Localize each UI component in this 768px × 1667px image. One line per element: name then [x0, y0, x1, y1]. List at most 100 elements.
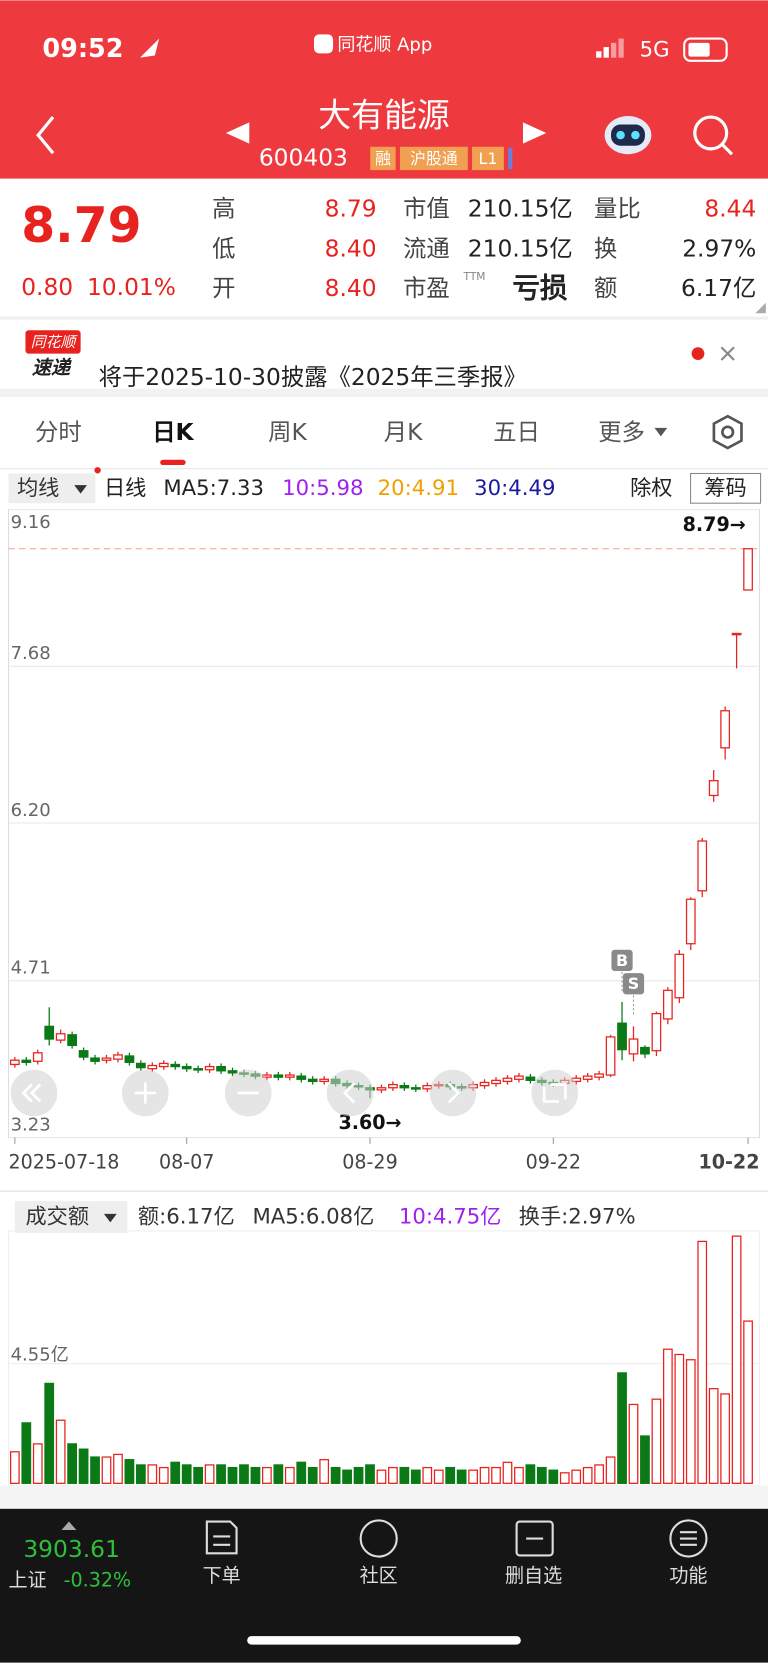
y-tick-label: 9.16 [11, 512, 51, 533]
settings-dot [721, 425, 735, 439]
volume-bar [582, 1466, 593, 1484]
tab-active[interactable]: 日K [152, 418, 194, 446]
control-icon [21, 1083, 42, 1103]
nav-label[interactable]: 功能 [669, 1564, 707, 1587]
status-time: 09:52 [42, 34, 123, 64]
candle-body [514, 1075, 524, 1080]
candle-body [582, 1075, 593, 1080]
volume-bar [376, 1469, 387, 1484]
volume-bar [353, 1466, 364, 1484]
candle-body [319, 1078, 330, 1083]
menu-icon[interactable] [669, 1519, 708, 1558]
chart-control[interactable] [10, 1069, 58, 1117]
stat-label: 额 [594, 274, 617, 302]
candle-body [708, 780, 719, 797]
nav-label[interactable]: 社区 [360, 1564, 398, 1587]
stock-name: 大有能源 [318, 95, 450, 134]
chart-control[interactable] [429, 1069, 477, 1117]
stat-value: 6.17亿 [681, 274, 756, 302]
chips[interactable]: 筹码 [704, 476, 746, 501]
brand-badge [25, 330, 81, 354]
volume-bar [445, 1466, 456, 1484]
volume-bar [697, 1240, 708, 1484]
chart-control[interactable] [531, 1069, 579, 1117]
y-tick-label: 4.71 [11, 958, 51, 979]
tab[interactable]: 分时 [35, 418, 82, 446]
prev-stock[interactable] [225, 122, 250, 144]
menu-lines [679, 1531, 697, 1546]
unread-dot [691, 347, 705, 360]
candle-body [605, 1036, 616, 1076]
volume-bar [284, 1466, 295, 1484]
volume-bar [491, 1466, 501, 1484]
order-icon[interactable] [205, 1520, 238, 1555]
candle-body [135, 1062, 146, 1069]
network: 5G [640, 38, 670, 63]
volume-bar [216, 1464, 226, 1484]
candle-body [674, 953, 685, 999]
volume-bar [720, 1393, 731, 1484]
community-icon[interactable] [359, 1519, 398, 1558]
divider [0, 1485, 768, 1509]
tab[interactable]: 周K [268, 418, 307, 446]
stat-value: 8.44 [704, 194, 756, 222]
candle-body [113, 1054, 123, 1060]
stats: 高 8.79 低 8.40 开 8.40 市值 210.15亿 流通 210.1… [212, 194, 756, 304]
ma-legend: MA5:7.33 [163, 476, 264, 501]
candle-body [662, 989, 673, 1020]
volume-bar [170, 1461, 181, 1484]
candle-body [216, 1065, 226, 1072]
volume-bar [479, 1466, 490, 1484]
back-button[interactable] [36, 116, 55, 155]
ma-selector[interactable]: 均线 [17, 476, 59, 501]
tab[interactable]: 月K [384, 418, 423, 446]
stat-value: 8.79 [325, 194, 377, 222]
volume-bar [731, 1235, 742, 1484]
chips-button[interactable] [690, 472, 762, 504]
candle-body [594, 1073, 605, 1078]
tabs: 分时 日K 周K 月K 五日 更多 [35, 418, 645, 446]
chart-control[interactable] [326, 1069, 374, 1117]
assistant-icon[interactable] [604, 116, 652, 155]
candle-body [617, 1022, 627, 1051]
candle-body [399, 1085, 410, 1089]
close-notice[interactable] [720, 346, 735, 361]
change-pct: 10.01% [87, 273, 176, 301]
candle-body [479, 1081, 490, 1087]
tab[interactable]: 更多 [598, 418, 645, 446]
volume-bar [90, 1456, 100, 1484]
candle-body [410, 1087, 421, 1090]
divider [0, 468, 768, 470]
brand: 同花顺 [31, 333, 79, 351]
volume-bar [662, 1348, 673, 1484]
index-name[interactable]: 上证 [8, 1568, 46, 1591]
volume-bar [250, 1466, 261, 1484]
candle-body [640, 1046, 650, 1055]
next-stock[interactable] [522, 122, 547, 144]
volume-bar [674, 1353, 685, 1484]
x-tick-label: 08-29 [342, 1150, 397, 1173]
ex-rights[interactable]: 除权 [630, 476, 672, 501]
volume-selector[interactable]: 成交额 [25, 1205, 89, 1230]
volume-bar [147, 1464, 158, 1484]
volume-bar [21, 1422, 32, 1484]
y-tick-label: 4.55亿 [11, 1345, 69, 1366]
search-button[interactable] [693, 115, 734, 156]
volume-bar [365, 1464, 375, 1484]
settings-button[interactable] [712, 414, 743, 450]
nav-label[interactable]: 删自选 [505, 1564, 562, 1587]
stat-label: 流通 [403, 235, 450, 263]
dropdown-arrow [103, 1213, 117, 1223]
divider [0, 316, 768, 320]
watch-icon[interactable] [515, 1520, 554, 1557]
tab[interactable]: 五日 [493, 418, 540, 446]
index-value[interactable]: 3903.61 [23, 1535, 119, 1563]
nav-label[interactable]: 下单 [203, 1564, 241, 1587]
expand-corner[interactable] [755, 302, 766, 314]
notice-text[interactable]: 将于2025-10-30披露《2025年三季报》 [99, 363, 527, 391]
stat-label: 低 [212, 235, 235, 263]
stat-label: 市值 [403, 194, 450, 222]
candle-body [124, 1055, 135, 1063]
index-change[interactable]: -0.32% [64, 1568, 132, 1591]
tag-bar [508, 147, 513, 170]
